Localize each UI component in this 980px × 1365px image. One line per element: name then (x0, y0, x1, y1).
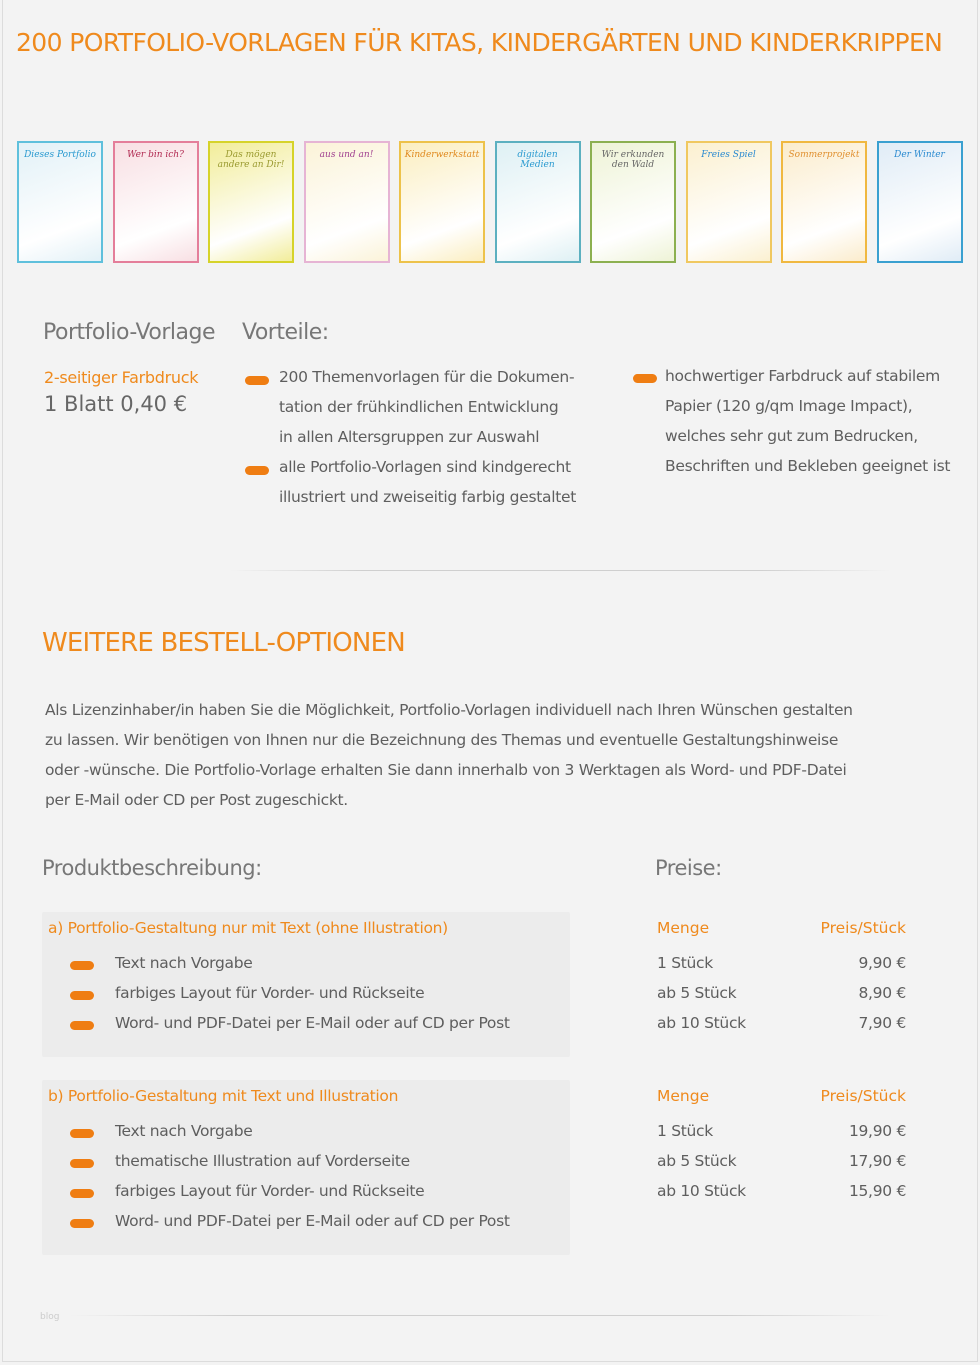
price-cell: 19,90 € (848, 1122, 906, 1140)
product-subtitle: 2-seitiger Farbdruck (44, 368, 199, 387)
thumbnail-title: Kinderwerkstatt (404, 150, 480, 160)
advantage-line: in allen Altersgruppen zur Auswahl (279, 428, 540, 446)
advantage-line: alle Portfolio-Vorlagen sind kindgerecht (279, 458, 571, 476)
qty-cell: ab 10 Stück (657, 1014, 746, 1032)
bullet-icon (70, 1021, 94, 1030)
thumbnail-title: Sommerprojekt (788, 150, 860, 160)
thumbnail-title: Dieses Portfolio (24, 150, 96, 160)
options-heading: WEITERE BESTELL-OPTIONEN (42, 628, 406, 658)
divider (230, 570, 890, 571)
portfolio-thumbnail[interactable]: Der Winter (876, 141, 963, 263)
thumbnail-title: Freies Spiel (701, 150, 756, 160)
qty-cell: ab 10 Stück (657, 1182, 746, 1200)
qty-cell: ab 5 Stück (657, 1152, 737, 1170)
bullet-icon (70, 1219, 94, 1228)
portfolio-thumbnail[interactable]: aus und an! (303, 141, 390, 263)
package-item: Text nach Vorgabe (115, 954, 253, 972)
product-price: 1 Blatt 0,40 € (44, 392, 188, 416)
package-box (42, 1080, 570, 1255)
advantage-line: illustriert und zweiseitig farbig gestal… (279, 488, 576, 506)
bottom-divider (70, 1315, 890, 1316)
portfolio-thumbnail[interactable]: Das mögen andere an Dir! (208, 141, 294, 263)
thumbnail-title: aus und an! (319, 150, 374, 160)
advantage-line: welches sehr gut zum Bedrucken, (665, 427, 918, 445)
bullet-icon (70, 961, 94, 970)
qty-header: Menge (657, 919, 710, 937)
advantage-line: 200 Themenvorlagen für die Dokumen- (279, 368, 575, 386)
price-cell: 7,90 € (858, 1014, 906, 1032)
package-item: farbiges Layout für Vorder- und Rückseit… (115, 1182, 425, 1200)
price-cell: 9,90 € (858, 954, 906, 972)
advantage-line: hochwertiger Farbdruck auf stabilem (665, 367, 940, 385)
qty-header: Menge (657, 1087, 710, 1105)
paragraph-line: zu lassen. Wir benötigen von Ihnen nur d… (45, 731, 839, 749)
bullet-icon (70, 991, 94, 1000)
thumbnail-title: digitalen Medien (517, 150, 558, 170)
portfolio-thumbnail[interactable]: Sommerprojekt (781, 141, 867, 263)
thumbnail-title: Der Winter (894, 150, 945, 160)
price-cell: 15,90 € (848, 1182, 906, 1200)
portfolio-thumbnail[interactable]: Freies Spiel (685, 141, 772, 263)
portfolio-thumbnail[interactable]: digitalen Medien (494, 141, 581, 263)
thumbnail-title: Das mögen andere an Dir! (217, 150, 285, 170)
package-title: b) Portfolio-Gestaltung mit Text und Ill… (48, 1087, 399, 1105)
paragraph-line: per E-Mail oder CD per Post zugeschickt. (45, 791, 348, 809)
qty-cell: 1 Stück (657, 954, 713, 972)
bullet-icon (70, 1189, 94, 1198)
qty-cell: 1 Stück (657, 1122, 713, 1140)
qty-cell: ab 5 Stück (657, 984, 737, 1002)
portfolio-thumbnail[interactable]: Dieses Portfolio (17, 141, 103, 263)
bullet-icon (245, 466, 269, 475)
prices-heading: Preise: (655, 856, 722, 880)
bullet-icon (70, 1159, 94, 1168)
watermark: blog (40, 1312, 60, 1322)
advantages-heading: Vorteile: (242, 320, 329, 345)
thumbnail-title: Wer bin ich? (127, 150, 184, 160)
paragraph-line: oder -wünsche. Die Portfolio-Vorlage erh… (45, 761, 847, 779)
advantage-line: tation der frühkindlichen Entwicklung (279, 398, 559, 416)
package-title: a) Portfolio-Gestaltung nur mit Text (oh… (48, 919, 448, 937)
price-cell: 8,90 € (858, 984, 906, 1002)
package-box (42, 912, 570, 1057)
page-title: 200 PORTFOLIO-VORLAGEN FÜR KITAS, KINDER… (16, 28, 943, 57)
bullet-icon (70, 1129, 94, 1138)
product-heading: Portfolio-Vorlage (43, 320, 216, 345)
package-item: Text nach Vorgabe (115, 1122, 253, 1140)
price-cell: 17,90 € (848, 1152, 906, 1170)
package-item: Word- und PDF-Datei per E-Mail oder auf … (115, 1212, 510, 1230)
package-item: Word- und PDF-Datei per E-Mail oder auf … (115, 1014, 510, 1032)
package-item: farbiges Layout für Vorder- und Rückseit… (115, 984, 425, 1002)
advantage-line: Papier (120 g/qm Image Impact), (665, 397, 913, 415)
bullet-icon (633, 374, 657, 383)
thumbnail-title: Wir erkunden den Wald (601, 150, 665, 170)
portfolio-thumbnail[interactable]: Kinderwerkstatt (399, 141, 485, 263)
portfolio-thumbnail[interactable]: Wir erkunden den Wald (590, 141, 676, 263)
paragraph-line: Als Lizenzinhaber/in haben Sie die Mögli… (45, 701, 853, 719)
price-header: Preis/Stück (820, 1087, 907, 1105)
price-header: Preis/Stück (820, 919, 907, 937)
advantage-line: Beschriften und Bekleben geeignet ist (665, 457, 951, 475)
portfolio-thumbnail[interactable]: Wer bin ich? (112, 141, 199, 263)
description-heading: Produktbeschreibung: (42, 856, 262, 880)
package-item: thematische Illustration auf Vorderseite (115, 1152, 410, 1170)
bullet-icon (245, 376, 269, 385)
